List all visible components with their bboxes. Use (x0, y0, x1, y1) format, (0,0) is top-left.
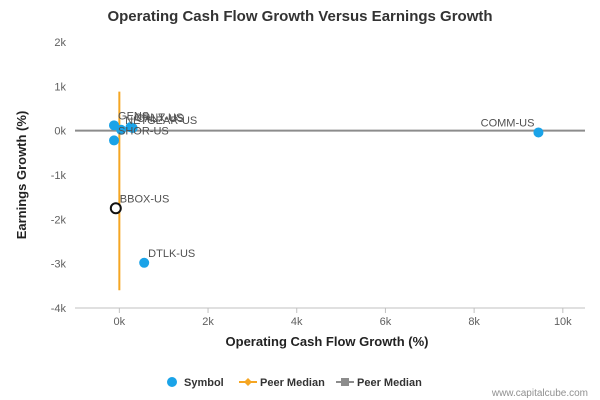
point-label: CALX-US (137, 113, 185, 125)
y-tick-label: 2k (54, 37, 66, 49)
y-tick-labels: 2k 1k 0k -1k -2k -3k -4k (51, 37, 67, 315)
point-label: SHOR-US (118, 125, 169, 137)
legend-label[interactable]: Peer Median (260, 377, 325, 389)
y-tick-label: -4k (51, 303, 67, 315)
highlight-point-label: BBOX-US (120, 193, 170, 205)
point-label: CRNT-US (134, 112, 183, 124)
credit-text: www.capitalcube.com (491, 388, 588, 399)
data-point[interactable] (116, 124, 127, 135)
x-axis-title: Operating Cash Flow Growth (%) (226, 334, 429, 349)
x-tick-label: 8k (468, 316, 480, 328)
legend-label[interactable]: Peer Median (357, 377, 422, 389)
y-tick-label: -2k (51, 214, 67, 226)
highlight-point[interactable] (109, 202, 122, 215)
legend-symbol-marker (167, 377, 177, 387)
x-tick-label: 6k (380, 316, 392, 328)
y-tick-label: 0k (54, 126, 66, 138)
data-point[interactable] (109, 135, 120, 146)
point-label: COMM-US (481, 117, 535, 129)
data-points (109, 120, 544, 268)
x-tick-label: 4k (291, 316, 303, 328)
x-tick-labels: 0k 2k 4k 6k 8k 10k (114, 308, 572, 328)
peer-median-lines (75, 91, 585, 291)
point-label: GENS (118, 110, 149, 122)
data-point[interactable] (127, 123, 138, 134)
chart-title: Operating Cash Flow Growth Versus Earnin… (107, 8, 492, 25)
y-tick-label: -1k (51, 170, 67, 182)
legend-square-marker (341, 378, 349, 386)
legend-diamond-marker (244, 378, 252, 386)
legend-label[interactable]: Symbol (184, 377, 224, 389)
data-point[interactable] (139, 257, 150, 268)
data-point[interactable] (533, 127, 544, 138)
y-axis-title: Earnings Growth (%) (14, 111, 29, 240)
y-tick-label: -3k (51, 259, 67, 271)
x-tick-label: 2k (202, 316, 214, 328)
point-label: DTLK-US (148, 248, 195, 260)
point-label: NETGEAR-US (125, 115, 197, 127)
x-tick-label: 0k (114, 316, 126, 328)
y-tick-label: 1k (54, 81, 66, 93)
legend: Symbol Peer Median Peer Median (167, 377, 422, 389)
x-tick-label: 10k (554, 316, 572, 328)
